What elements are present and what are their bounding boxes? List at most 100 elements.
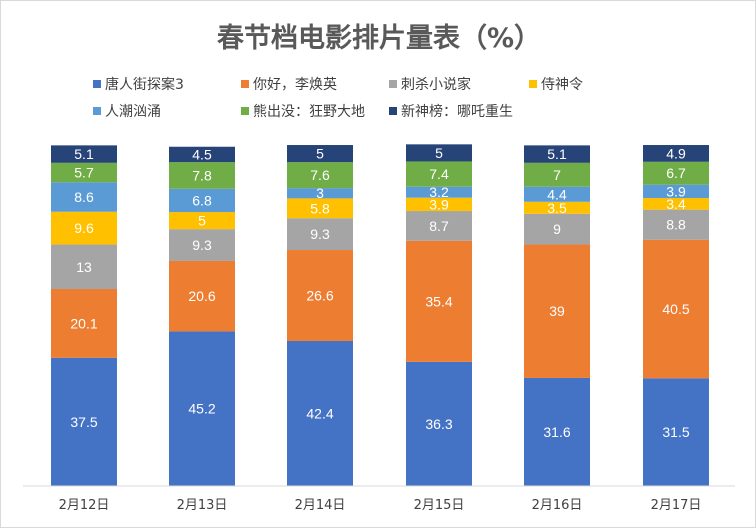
data-label: 42.4 xyxy=(306,405,333,421)
data-label: 36.3 xyxy=(425,416,452,432)
data-label: 39 xyxy=(549,303,565,319)
data-label: 9.3 xyxy=(192,237,212,253)
bar-segment xyxy=(406,361,472,486)
x-tick-label: 2月14日 xyxy=(295,498,346,513)
legend-swatch xyxy=(241,107,249,115)
data-label: 45.2 xyxy=(188,401,215,417)
data-label: 5 xyxy=(198,213,206,229)
bar-segment xyxy=(643,145,709,162)
data-label: 31.6 xyxy=(543,424,570,440)
bar-segment xyxy=(51,182,117,212)
bar-segment xyxy=(643,209,709,240)
bar-segment xyxy=(169,229,235,261)
data-label: 5.1 xyxy=(547,146,567,162)
x-tick-label: 2月12日 xyxy=(59,498,110,513)
legend-swatch xyxy=(389,107,397,115)
data-label: 3.2 xyxy=(429,184,449,200)
bar-segment xyxy=(169,212,235,230)
legend-swatch xyxy=(93,80,101,88)
bar-segment xyxy=(51,289,117,358)
bar-segment xyxy=(643,184,709,199)
data-label: 31.5 xyxy=(662,424,689,440)
data-label: 40.5 xyxy=(662,301,689,317)
legend-label: 唐人街探案3 xyxy=(105,76,184,93)
bar-segment xyxy=(406,186,472,198)
bar-segment xyxy=(406,144,472,162)
data-label: 35.4 xyxy=(425,293,452,309)
bar-segment xyxy=(51,145,117,163)
data-label: 7.8 xyxy=(192,167,212,183)
bar-segment xyxy=(169,331,235,486)
bar-segment xyxy=(406,240,472,362)
bar-segment xyxy=(287,250,353,341)
bar-segment xyxy=(406,161,472,187)
x-tick-label: 2月15日 xyxy=(414,498,465,513)
legend-swatch xyxy=(389,80,397,88)
bar-segment xyxy=(287,340,353,486)
data-label: 9 xyxy=(553,221,561,237)
data-label: 20.1 xyxy=(70,315,97,331)
x-axis-ticks: 2月12日 2月13日 2月14日 2月15日 2月16日 2月17日 xyxy=(59,498,702,513)
legend-label: 人潮汹涌 xyxy=(105,104,161,120)
data-label: 26.6 xyxy=(306,288,333,304)
bar-segment xyxy=(169,162,235,189)
bar-segment xyxy=(287,198,353,219)
legend-swatch xyxy=(529,80,537,88)
bar-segment xyxy=(524,213,590,245)
bar-segment xyxy=(643,161,709,185)
bar-segment xyxy=(406,211,472,241)
data-label: 8.7 xyxy=(429,218,449,234)
legend-swatch xyxy=(241,80,249,88)
legend-label: 你好，李焕英 xyxy=(253,76,337,93)
bar-segment xyxy=(169,260,235,332)
bars: 37.5 20.1 13 9.6 8.6 5.7 5.1 45.2 20.6 9.3 5 6.8 7.8… xyxy=(51,144,709,486)
bar-segment xyxy=(406,197,472,212)
bar-segment xyxy=(51,357,117,486)
x-tick-label: 2月16日 xyxy=(532,498,583,513)
data-label: 6.7 xyxy=(666,165,686,181)
data-label: 9.6 xyxy=(74,220,94,236)
bar-segment xyxy=(51,244,117,290)
bar-segment xyxy=(524,145,590,163)
bar-segment xyxy=(287,188,353,199)
data-label: 9.3 xyxy=(310,226,330,242)
data-label: 3 xyxy=(316,185,324,201)
bar-segment xyxy=(643,239,709,379)
bar-segment xyxy=(287,218,353,251)
bar-segment xyxy=(51,211,117,245)
data-label: 5.8 xyxy=(310,200,330,216)
legend-swatch xyxy=(93,107,101,115)
x-tick-label: 2月17日 xyxy=(651,498,702,513)
data-label: 6.8 xyxy=(192,192,212,208)
bar-segment xyxy=(524,377,590,486)
legend-label: 侍神令 xyxy=(541,77,583,93)
bar-segment xyxy=(287,162,353,189)
data-label: 3.4 xyxy=(666,196,686,212)
data-label: 3.9 xyxy=(429,196,449,212)
data-label: 5.1 xyxy=(74,146,94,162)
data-label: 37.5 xyxy=(70,414,97,430)
bar-segment xyxy=(643,198,709,210)
legend-label: 熊出没：狂野大地 xyxy=(253,104,365,120)
data-label: 5.7 xyxy=(74,165,94,181)
data-label: 4.4 xyxy=(547,186,567,202)
data-label: 8.6 xyxy=(74,189,94,205)
data-label: 13 xyxy=(76,259,92,275)
data-label: 5 xyxy=(435,145,443,161)
data-label: 8.8 xyxy=(666,217,686,233)
data-label: 3.5 xyxy=(547,200,567,216)
bar-segment xyxy=(169,188,235,213)
data-label: 5 xyxy=(316,146,324,162)
data-label: 4.5 xyxy=(192,146,212,162)
data-label: 3.9 xyxy=(666,183,686,199)
bar-segment xyxy=(169,146,235,163)
data-label: 7.6 xyxy=(310,167,330,183)
legend-label: 刺杀小说家 xyxy=(401,76,471,93)
bar-segment xyxy=(51,162,117,183)
bar-segment xyxy=(643,378,709,486)
bar-segment xyxy=(524,201,590,214)
legend-label: 新神榜：哪吒重生 xyxy=(401,103,513,120)
